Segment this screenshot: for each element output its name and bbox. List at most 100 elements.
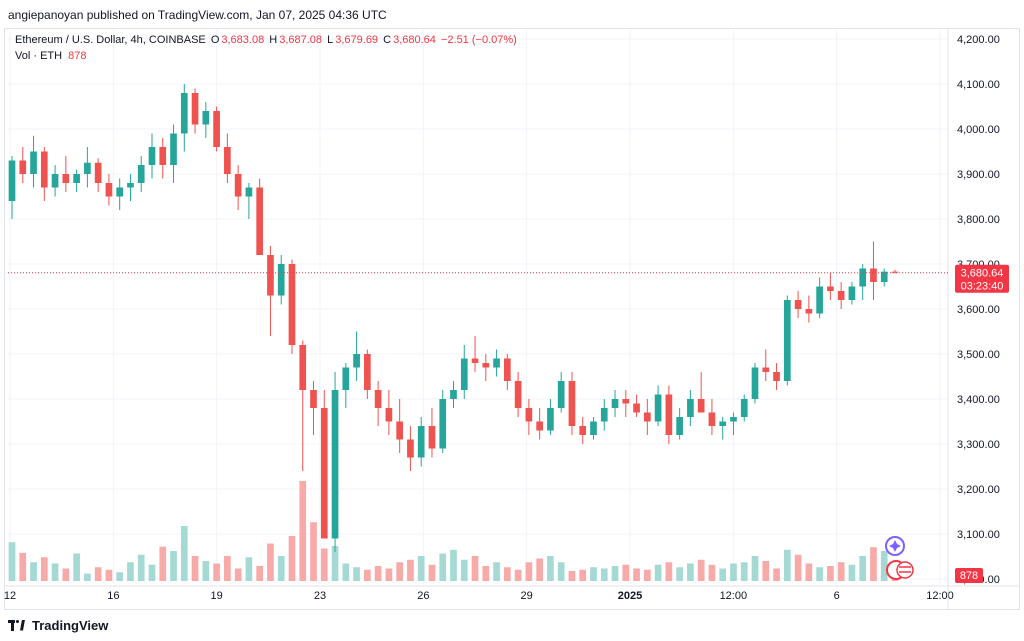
volume-bar	[234, 568, 242, 581]
volume-bar	[353, 567, 360, 581]
candle-body	[105, 183, 113, 197]
candle-body	[557, 381, 565, 408]
candle-body	[385, 408, 393, 422]
symbol-title: Ethereum / U.S. Dollar, 4h, COINBASE	[15, 34, 206, 46]
volume-bar	[859, 556, 867, 581]
candle-body	[859, 268, 867, 287]
volume-bar	[848, 564, 856, 581]
candle-body	[417, 426, 425, 458]
candle-body	[482, 363, 490, 368]
candle-body	[816, 286, 823, 314]
time-tick-label: 12	[4, 590, 16, 602]
time-tick-label: 2025	[618, 590, 642, 602]
price-tick-label: 4,100.00	[957, 79, 1000, 91]
volume-bar	[407, 559, 414, 581]
volume-bar	[568, 571, 576, 581]
candle-body	[320, 408, 328, 539]
open-label: O	[210, 34, 220, 46]
volume-bar	[180, 526, 188, 581]
bar-countdown: 03:23:40	[961, 281, 1004, 293]
volume-bar	[30, 562, 37, 581]
candle-body	[514, 381, 522, 408]
volume-bar	[331, 546, 339, 581]
volume-legend: Vol · ETH 878	[15, 50, 86, 62]
volume-bar	[730, 563, 737, 581]
volume-bar	[751, 556, 759, 581]
volume-bar	[805, 563, 813, 581]
price-tick-label: 4,000.00	[957, 124, 1000, 136]
candle-body	[751, 367, 759, 399]
volume-bar	[19, 552, 27, 581]
volume-bar	[320, 548, 328, 581]
candle-body	[51, 174, 59, 188]
volume-bar	[837, 562, 845, 581]
candle-body	[794, 300, 802, 309]
volume-bar	[148, 564, 156, 581]
candle-body	[450, 390, 457, 399]
candle-body	[471, 358, 479, 363]
open-value: 3,683.08	[221, 34, 265, 46]
candle-body	[428, 426, 436, 449]
candle-body	[224, 147, 231, 174]
volume-bar	[676, 567, 683, 581]
candle-body	[202, 111, 210, 125]
volume-bar	[84, 573, 91, 581]
candle-body	[267, 255, 274, 296]
candle-body	[342, 367, 350, 390]
tradingview-logo-icon	[8, 619, 26, 632]
candle-body	[277, 264, 285, 296]
volume-bar	[202, 561, 210, 581]
volume-bar	[740, 562, 748, 581]
volume-bar	[374, 566, 382, 581]
candle-body	[783, 300, 791, 381]
volume-bar	[40, 557, 48, 581]
volume-bar	[654, 564, 662, 581]
candle-body	[170, 133, 177, 165]
price-tick-label: 3,500.00	[957, 349, 1000, 361]
high-value: 3,687.08	[279, 34, 323, 46]
price-tick-label: 3,400.00	[957, 394, 1000, 406]
low-label: L	[327, 34, 334, 46]
time-tick-label: 29	[521, 590, 533, 602]
volume-bar	[342, 563, 350, 581]
price-tick-label: 3,200.00	[957, 484, 1000, 496]
candle-body	[159, 147, 167, 165]
volume-bar	[460, 559, 468, 581]
candle-body	[891, 271, 899, 273]
us-flag-icon	[896, 561, 914, 579]
volume-bar	[880, 551, 888, 581]
chart-panel[interactable]	[4, 28, 1020, 610]
candle-body	[827, 286, 834, 291]
sparkle-icon	[889, 540, 901, 552]
candle-body	[708, 412, 716, 426]
candle-body	[504, 358, 511, 381]
price-tick-label: 3,900.00	[957, 169, 1000, 181]
candle-body	[547, 408, 554, 431]
candle-body	[880, 271, 888, 282]
candle-body	[697, 399, 705, 413]
low-value: 3,679.69	[335, 34, 379, 46]
time-tick-label: 16	[107, 590, 119, 602]
candle-body	[848, 286, 856, 300]
candle-body	[525, 408, 533, 422]
volume-value: 878	[68, 50, 87, 62]
candle-body	[762, 367, 770, 372]
volume-bar	[590, 567, 597, 581]
time-tick-label: 23	[314, 590, 326, 602]
candle-body	[611, 399, 619, 408]
volume-bar	[600, 568, 608, 581]
price-tick-label: 3,800.00	[957, 214, 1000, 226]
volume-bar	[783, 549, 791, 581]
volume-bar	[762, 561, 770, 581]
candle-body	[643, 412, 651, 422]
price-tick-label: 3,100.00	[957, 529, 1000, 541]
volume-bar	[94, 567, 102, 581]
candle-body	[654, 394, 662, 422]
volume-bar	[73, 553, 80, 581]
volume-bar	[773, 568, 780, 581]
volume-bar	[288, 536, 296, 581]
candle-body	[633, 403, 640, 413]
volume-bar	[547, 556, 554, 581]
high-label: H	[269, 34, 278, 46]
